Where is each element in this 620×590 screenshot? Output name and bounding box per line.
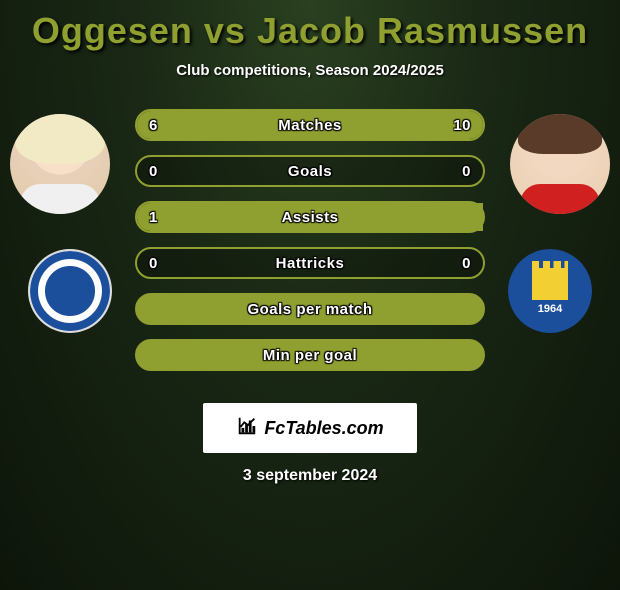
stat-value-left: 0 (149, 255, 158, 272)
club-left-badge (28, 249, 112, 333)
stat-bar: 1 Assists (135, 201, 485, 233)
club-right-year: 1964 (538, 303, 562, 315)
stat-label: Min per goal (263, 347, 357, 364)
club-right-badge: 1964 (508, 249, 592, 333)
stat-bar: 0 0 Goals (135, 155, 485, 187)
stat-label: Assists (282, 209, 339, 226)
stat-value-right: 10 (453, 117, 471, 134)
chart-icon (236, 415, 258, 442)
stat-value-left: 6 (149, 117, 158, 134)
stat-bar: Min per goal (135, 339, 485, 371)
stat-bar: 6 10 Matches (135, 109, 485, 141)
stat-label: Goals (288, 163, 332, 180)
brand-card: FcTables.com (203, 403, 417, 453)
stat-label: Goals per match (247, 301, 372, 318)
date-text: 3 september 2024 (0, 467, 620, 485)
stat-bar: 0 0 Hattricks (135, 247, 485, 279)
player-left-avatar (10, 114, 110, 214)
stat-label: Hattricks (276, 255, 345, 272)
page-subtitle: Club competitions, Season 2024/2025 (0, 62, 620, 79)
page-title: Oggesen vs Jacob Rasmussen (0, 10, 620, 52)
stat-bars: 6 10 Matches 0 0 Goals 1 Assists 0 0 Hattricks Goal… (135, 109, 485, 371)
stat-value-left: 0 (149, 163, 158, 180)
stat-value-left: 1 (149, 209, 158, 226)
stat-bar: Goals per match (135, 293, 485, 325)
player-right-avatar (510, 114, 610, 214)
brand-text: FcTables.com (264, 418, 383, 439)
stats-area: 1964 6 10 Matches 0 0 Goals 1 Assists 0 0 Hattrick… (0, 109, 620, 389)
stat-value-right: 0 (462, 163, 471, 180)
stat-value-right: 0 (462, 255, 471, 272)
stat-label: Matches (278, 117, 342, 134)
